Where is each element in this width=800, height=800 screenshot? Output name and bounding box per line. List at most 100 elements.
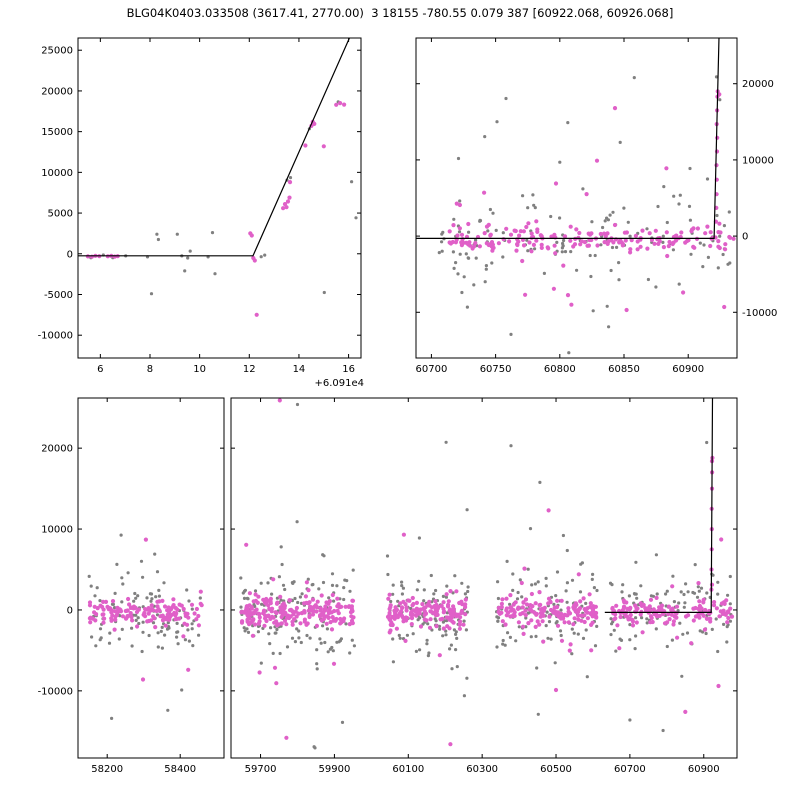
data-point-gray (678, 193, 682, 197)
data-point-magenta (290, 619, 295, 624)
data-point-magenta (250, 633, 255, 638)
data-point-magenta (173, 613, 178, 618)
data-point-magenta (717, 221, 722, 226)
x-tick-label: 60700 (416, 364, 448, 375)
data-point-magenta (670, 606, 675, 611)
data-point-magenta (701, 613, 706, 618)
data-point-gray (466, 256, 470, 260)
data-point-magenta (350, 621, 355, 626)
data-point-gray (305, 633, 309, 638)
data-point-magenta (667, 239, 672, 245)
data-point-magenta (334, 616, 339, 622)
data-point-magenta (528, 603, 533, 608)
data-point-magenta (415, 611, 420, 617)
data-point-gray (242, 626, 246, 630)
data-point-magenta (561, 263, 566, 268)
data-point-magenta (537, 603, 542, 608)
data-point-magenta (603, 234, 608, 239)
data-point-magenta (696, 581, 701, 586)
data-point-magenta (114, 612, 119, 618)
data-point-gray (186, 256, 190, 260)
data-point-gray (149, 292, 154, 296)
data-point-magenta (717, 245, 722, 251)
data-point-gray (351, 568, 355, 572)
data-point-magenta (342, 616, 347, 621)
data-point-magenta (504, 226, 509, 231)
data-point-magenta (140, 677, 146, 682)
data-point-magenta (717, 614, 722, 619)
data-point-magenta (312, 121, 317, 126)
data-point-magenta (194, 617, 199, 622)
data-point-magenta (421, 606, 426, 611)
data-point-magenta (562, 620, 567, 625)
data-point-magenta (306, 588, 311, 593)
data-point-magenta (664, 166, 669, 171)
data-point-gray (612, 628, 616, 632)
data-point-gray (511, 572, 515, 576)
data-point-magenta (504, 613, 509, 618)
data-point-magenta (572, 242, 578, 247)
data-point-gray (140, 649, 144, 654)
data-point-magenta (666, 244, 671, 249)
data-point-gray (581, 187, 585, 191)
data-point-magenta (612, 106, 618, 111)
data-point-gray (633, 647, 637, 651)
data-point-magenta (261, 608, 267, 613)
data-point-magenta (482, 190, 487, 195)
data-point-gray (472, 283, 476, 287)
data-point-gray (348, 651, 352, 655)
data-point-gray (180, 688, 184, 692)
data-point-gray (295, 627, 299, 631)
data-point-gray (460, 290, 464, 295)
data-point-magenta (284, 622, 289, 627)
data-point-gray (186, 628, 190, 632)
data-point-magenta (715, 135, 720, 140)
data-point-gray (701, 265, 705, 269)
data-point-magenta (500, 619, 505, 624)
data-point-gray (716, 592, 720, 596)
data-point-magenta (656, 241, 661, 246)
data-point-gray (274, 631, 278, 635)
data-point-gray (695, 595, 700, 599)
data-point-magenta (691, 618, 696, 623)
data-point-magenta (177, 616, 182, 621)
data-point-magenta (634, 620, 639, 625)
data-point-gray (524, 616, 528, 620)
data-point-gray (108, 631, 112, 635)
data-point-gray (332, 599, 336, 603)
data-point-gray (400, 584, 404, 588)
data-point-gray (633, 592, 637, 596)
data-point-gray (520, 595, 524, 599)
data-point-magenta (429, 609, 434, 614)
data-point-magenta (588, 601, 593, 606)
data-point-gray (698, 241, 702, 245)
data-point-gray (269, 626, 273, 630)
data-point-magenta (529, 231, 534, 236)
data-point-gray (718, 234, 722, 238)
data-point-gray (418, 648, 422, 652)
data-point-magenta (145, 607, 150, 612)
data-point-gray (147, 633, 151, 638)
data-point-magenta (728, 606, 733, 611)
data-point-magenta (553, 251, 558, 256)
data-point-magenta (397, 611, 403, 616)
data-point-magenta (672, 614, 677, 619)
data-point-gray (726, 593, 730, 597)
data-point-magenta (427, 625, 433, 630)
data-point-gray (496, 580, 500, 584)
data-point-magenta (409, 616, 415, 621)
data-point-magenta (702, 627, 708, 632)
data-point-gray (504, 96, 508, 101)
data-point-gray (564, 589, 568, 593)
data-point-magenta (422, 617, 427, 622)
data-point-magenta (529, 249, 534, 254)
data-point-magenta (539, 242, 544, 247)
data-point-magenta (546, 601, 551, 606)
data-point-magenta (579, 618, 584, 623)
data-point-gray (686, 590, 690, 594)
data-point-magenta (87, 616, 92, 621)
data-point-gray (291, 581, 295, 586)
data-point-gray (679, 590, 683, 594)
data-point-magenta (645, 606, 650, 611)
data-point-magenta (486, 242, 491, 248)
